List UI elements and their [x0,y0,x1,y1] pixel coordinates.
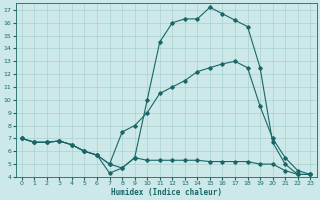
X-axis label: Humidex (Indice chaleur): Humidex (Indice chaleur) [110,188,221,197]
